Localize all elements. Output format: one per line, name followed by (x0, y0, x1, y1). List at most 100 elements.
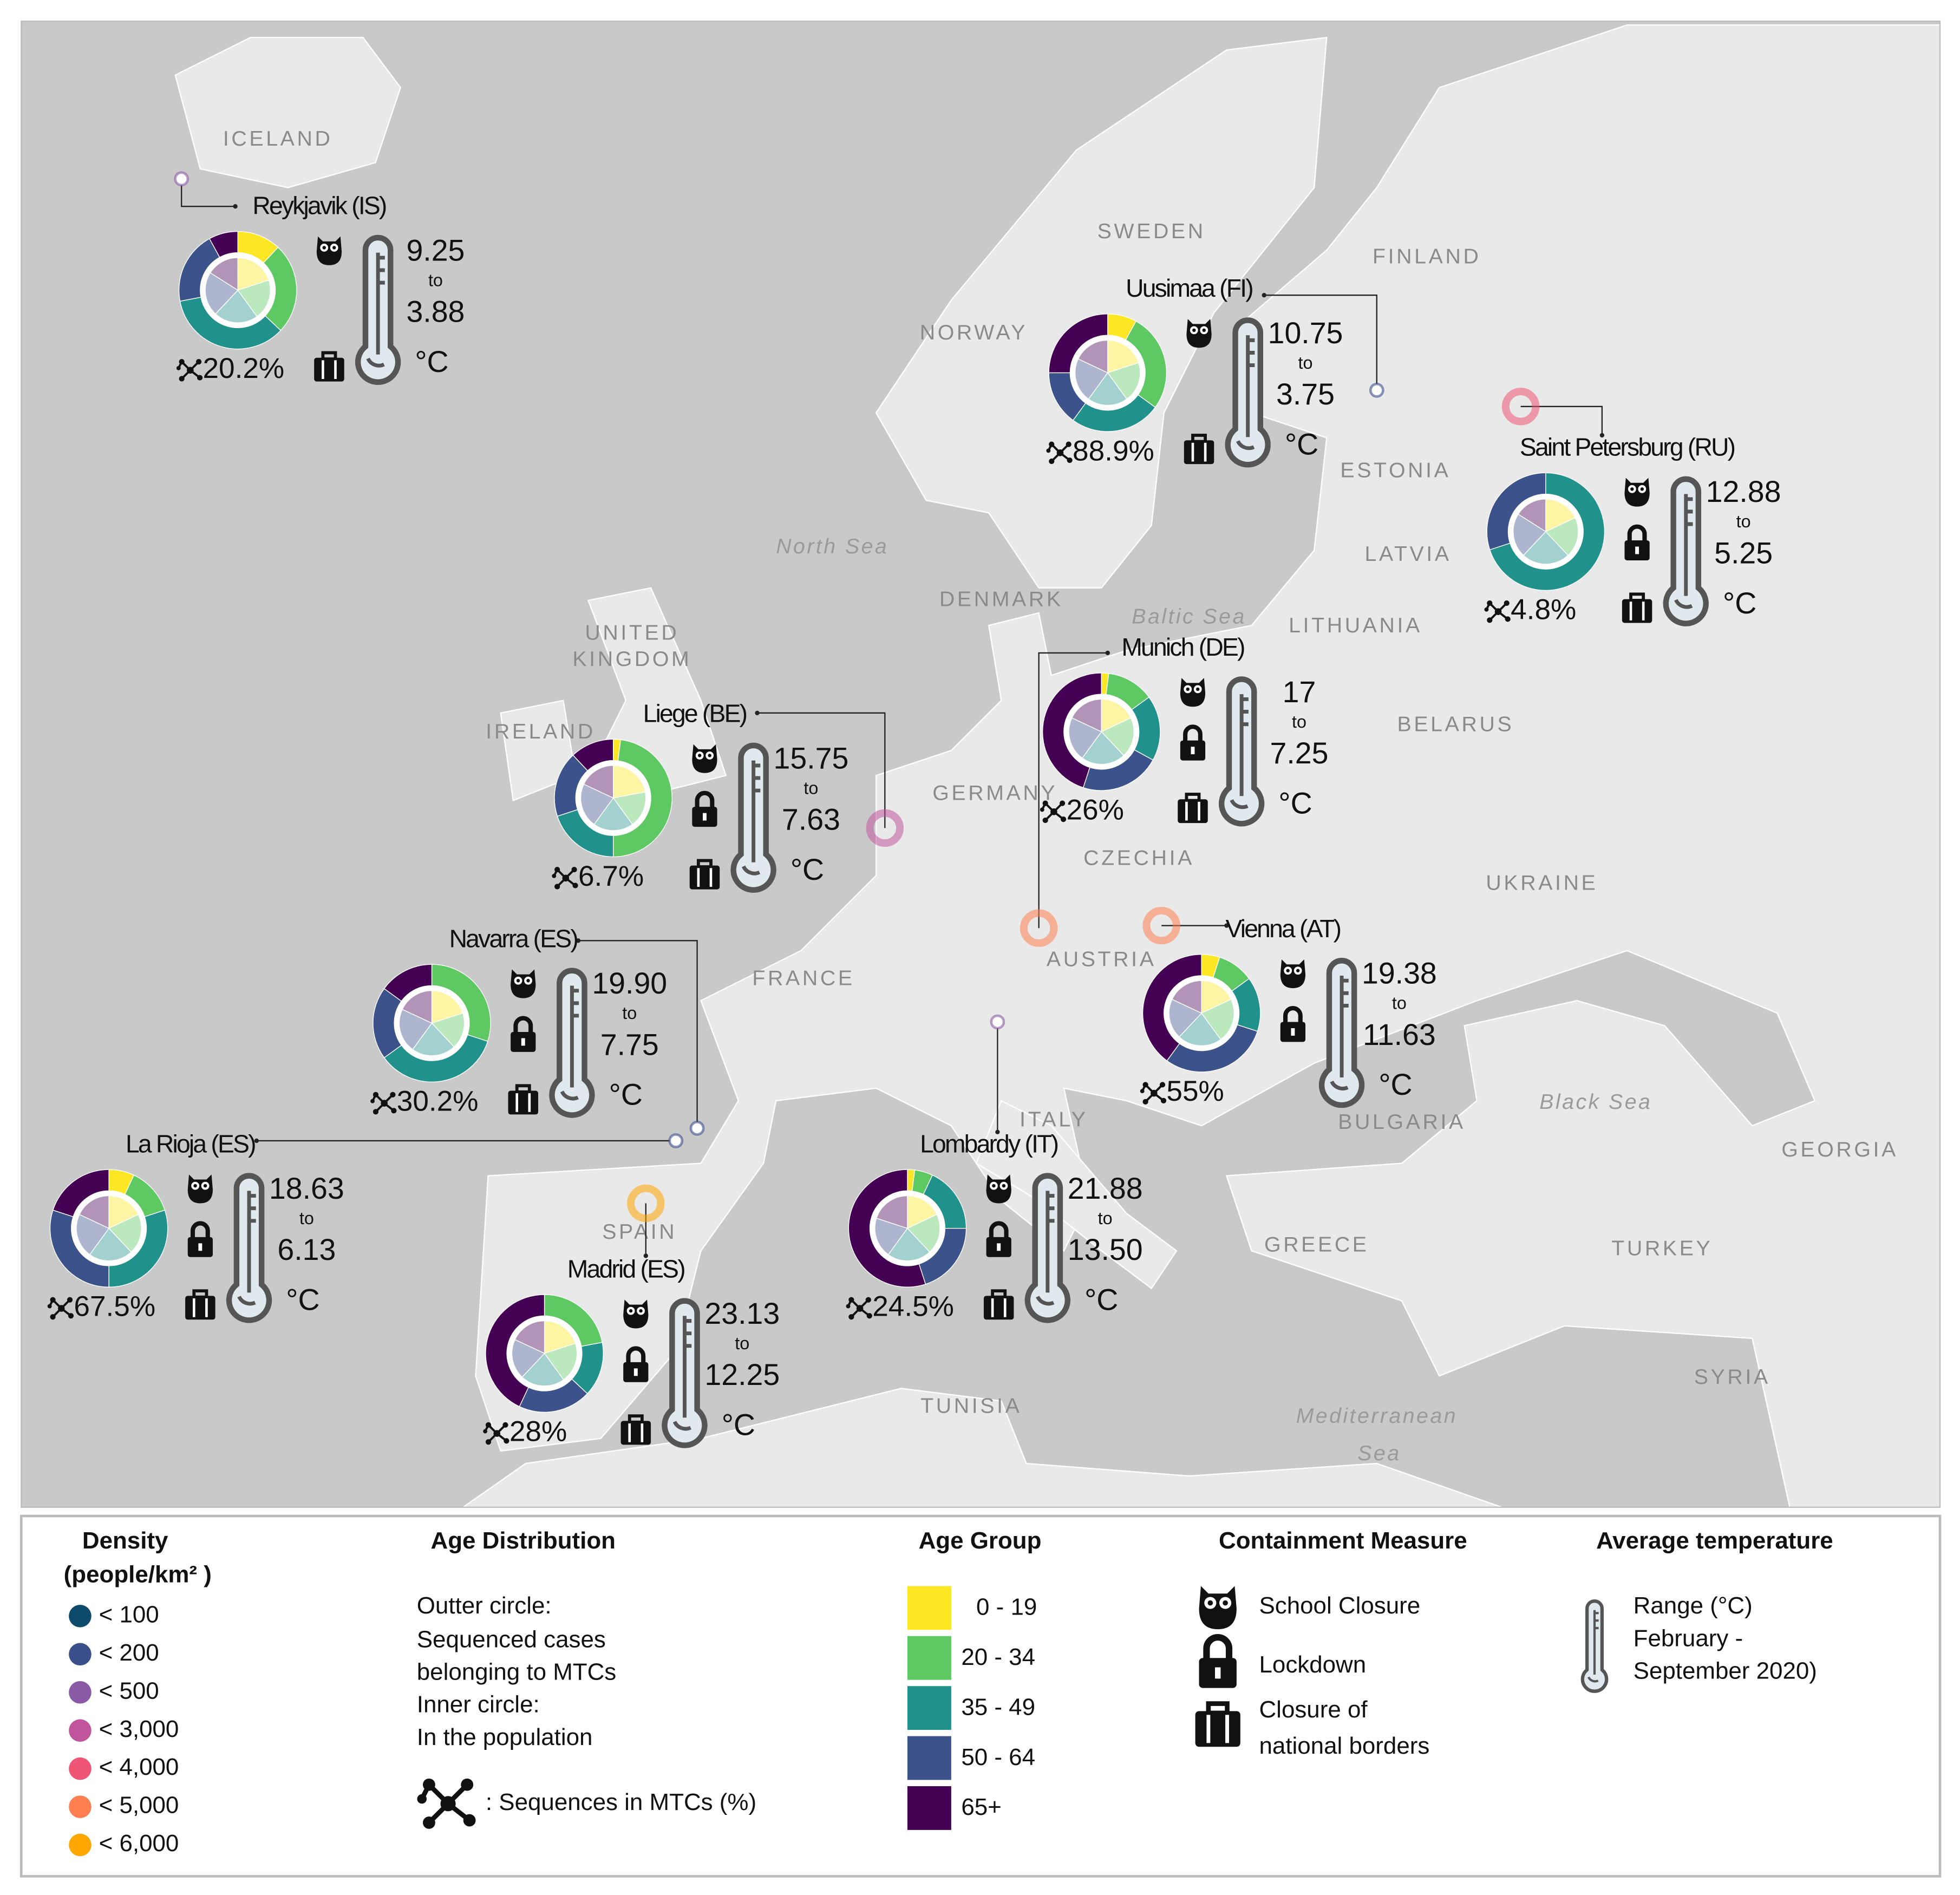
temp-max: 21.88 (1068, 1172, 1143, 1205)
icon-shape (1236, 440, 1255, 450)
connector (578, 940, 698, 1128)
region: Reykjavik (IS) 20.2% 9.25 to 3.88 °C (174, 171, 465, 385)
connector-end (233, 204, 238, 209)
icon-shape (697, 754, 702, 757)
map-frame (21, 21, 1941, 1508)
mtc-share: 28% (509, 1416, 567, 1448)
temp-min: 3.88 (406, 295, 465, 329)
mtc-share: 24.5% (872, 1291, 954, 1323)
temp-min: 7.25 (1270, 736, 1328, 770)
icon-shape (332, 246, 336, 250)
inner-pie-segment (237, 257, 270, 291)
sea-label: Sea (1357, 1441, 1401, 1465)
icon-shape (391, 1108, 397, 1114)
outer-ring-segment (49, 1210, 109, 1288)
mtc-share: 30.2% (397, 1086, 479, 1118)
icon-shape (986, 1174, 1011, 1204)
basemap (21, 21, 1941, 1507)
inner-pie-segment (79, 1195, 109, 1229)
inner-pie-segment (431, 1012, 465, 1048)
icon-shape (623, 1299, 649, 1329)
inner-pie-segment (1518, 499, 1546, 533)
icon-shape (695, 790, 715, 808)
icon-shape (865, 1297, 871, 1303)
country-label: UNITED (585, 621, 679, 645)
land (975, 1100, 1178, 1290)
temp-to: to (1098, 1208, 1113, 1228)
icon-shape (1183, 724, 1203, 742)
icon-shape (179, 359, 185, 365)
temp-unit: °C (1084, 1283, 1118, 1317)
location-marker (627, 1184, 665, 1223)
icon-shape (176, 365, 181, 370)
icon-shape (493, 1430, 501, 1437)
legend-label: 20 - 34 (961, 1644, 1035, 1670)
outer-ring-segment (572, 739, 614, 772)
country-label: FRANCE (752, 966, 854, 990)
temp-unit: °C (722, 1408, 755, 1442)
icon-shape (237, 1296, 256, 1306)
icon-shape (502, 1422, 508, 1428)
icon-shape (1184, 440, 1214, 465)
temp-to: to (735, 1334, 749, 1353)
icon-shape (626, 1346, 646, 1364)
icon-shape (1674, 599, 1693, 609)
lockdown-icon (692, 790, 717, 827)
connector-end (1599, 433, 1605, 438)
icon-shape (682, 1316, 692, 1418)
icon-shape (628, 1423, 631, 1442)
connector (757, 712, 886, 828)
border-closure-icon (1184, 434, 1214, 465)
region-title: Madrid (ES) (567, 1254, 684, 1283)
icon-shape (50, 1297, 56, 1303)
icon-shape (68, 1313, 74, 1319)
inner-pie-segment (89, 1227, 132, 1262)
legend-label: < 500 (99, 1677, 159, 1704)
icon-shape (67, 1297, 73, 1303)
icon-shape (992, 1184, 996, 1188)
icon-shape (692, 744, 717, 773)
icon-shape (1191, 442, 1194, 462)
icon-shape (689, 865, 720, 890)
icon-shape (1504, 600, 1510, 606)
school-closure-icon (986, 1174, 1011, 1204)
outer-ring-segment (52, 1169, 109, 1218)
temp-max: 9.25 (406, 233, 465, 267)
outer-ring-segment (1142, 954, 1202, 1062)
mtc-icon (483, 1422, 509, 1445)
connector (1038, 652, 1108, 929)
icon-shape (526, 978, 530, 983)
temp-to: to (622, 1003, 637, 1023)
legend-label: < 6,000 (99, 1830, 179, 1857)
icon-shape (1195, 1711, 1240, 1747)
temp-min: 7.75 (600, 1028, 659, 1061)
icon-shape (1487, 617, 1493, 623)
mtc-icon (1140, 1082, 1167, 1105)
location-marker (689, 1120, 705, 1136)
icon-shape (193, 1184, 197, 1188)
outer-ring-segment (1042, 672, 1102, 788)
inner-pie-segment (237, 279, 271, 317)
land (875, 36, 1328, 589)
icon-shape (516, 978, 520, 983)
thermometer-icon (1219, 676, 1265, 827)
icon-shape (641, 1423, 644, 1442)
location-marker (1020, 909, 1058, 947)
border-closure-icon (508, 1084, 538, 1115)
inner-pie-segment (907, 1195, 938, 1229)
icon-shape (1202, 328, 1206, 332)
connector-end (1262, 293, 1266, 298)
region: La Rioja (ES) 67.5% 18.63 to 6.13 °C (47, 1129, 684, 1323)
inner-pie-segment (108, 1195, 139, 1229)
lockdown-icon (1180, 724, 1206, 761)
outer-ring-segment (485, 1294, 545, 1407)
mtc-icon (1484, 600, 1511, 623)
icon-shape (1627, 524, 1647, 542)
location-marker (1501, 388, 1540, 426)
outer-ring-segment (1125, 321, 1167, 408)
outer-ring-segment (848, 1169, 926, 1288)
country-label: ICELAND (223, 127, 333, 151)
region-title: Reykjavik (IS) (252, 192, 386, 220)
legend-label: 35 - 49 (961, 1694, 1035, 1720)
